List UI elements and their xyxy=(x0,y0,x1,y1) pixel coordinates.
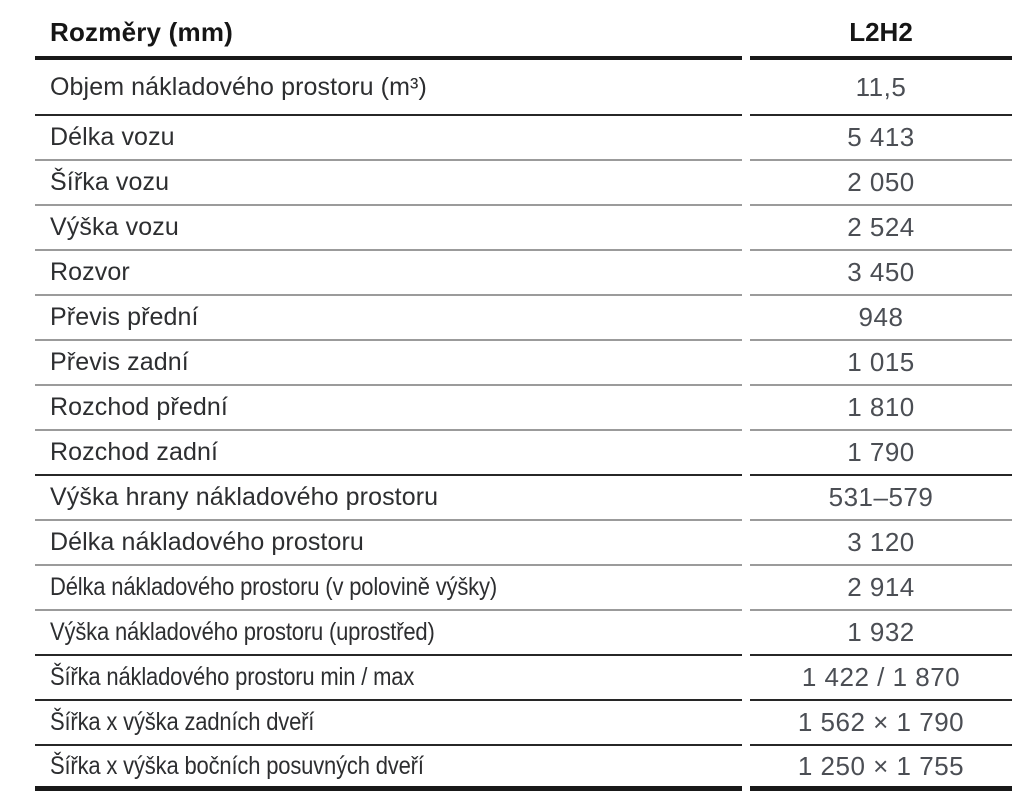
column-gap xyxy=(742,521,750,566)
row-label: Rozvor xyxy=(35,251,742,296)
column-gap xyxy=(742,746,750,791)
column-gap xyxy=(742,60,750,116)
column-header-variant: L2H2 xyxy=(750,8,1012,60)
column-gap xyxy=(742,386,750,431)
row-value: 2 050 xyxy=(750,161,1012,206)
row-label: Rozchod zadní xyxy=(35,431,742,476)
row-label: Šířka x výška bočních posuvných dveří xyxy=(35,746,742,791)
row-value: 531–579 xyxy=(750,476,1012,521)
row-value: 3 120 xyxy=(750,521,1012,566)
column-gap xyxy=(742,206,750,251)
table-row: Převis zadní 1 015 xyxy=(35,341,1012,386)
row-label: Délka nákladového prostoru xyxy=(35,521,742,566)
row-label: Šířka nákladového prostoru min / max xyxy=(35,656,742,701)
table-row: Délka nákladového prostoru 3 120 xyxy=(35,521,1012,566)
table-row: Výška vozu 2 524 xyxy=(35,206,1012,251)
column-gap xyxy=(742,431,750,476)
row-label: Rozchod přední xyxy=(35,386,742,431)
column-gap xyxy=(742,611,750,656)
column-gap xyxy=(742,656,750,701)
row-value: 1 015 xyxy=(750,341,1012,386)
row-value: 948 xyxy=(750,296,1012,341)
column-gap xyxy=(742,341,750,386)
table-row: Výška nákladového prostoru (uprostřed) 1… xyxy=(35,611,1012,656)
row-value: 5 413 xyxy=(750,116,1012,161)
row-value: 1 422 / 1 870 xyxy=(750,656,1012,701)
row-label: Šířka vozu xyxy=(35,161,742,206)
column-gap xyxy=(742,8,750,60)
column-gap xyxy=(742,296,750,341)
row-value: 1 250 × 1 755 xyxy=(750,746,1012,791)
table-row: Rozvor 3 450 xyxy=(35,251,1012,296)
row-value: 1 810 xyxy=(750,386,1012,431)
row-value: 2 914 xyxy=(750,566,1012,611)
row-value: 1 790 xyxy=(750,431,1012,476)
row-label: Převis zadní xyxy=(35,341,742,386)
column-header-dimensions: Rozměry (mm) xyxy=(35,8,742,60)
row-label: Výška vozu xyxy=(35,206,742,251)
column-header-dimensions-label: Rozměry (mm) xyxy=(50,16,233,47)
table-row: Šířka x výška bočních posuvných dveří 1 … xyxy=(35,746,1012,791)
row-label: Délka vozu xyxy=(35,116,742,161)
dimensions-table: Rozměry (mm) L2H2 Objem nákladového pros… xyxy=(35,8,1012,791)
row-label: Výška hrany nákladového prostoru xyxy=(35,476,742,521)
table-row: Převis přední 948 xyxy=(35,296,1012,341)
table-row: Rozchod zadní 1 790 xyxy=(35,431,1012,476)
table-row: Šířka vozu 2 050 xyxy=(35,161,1012,206)
row-label: Objem nákladového prostoru (m³) xyxy=(35,60,742,116)
column-gap xyxy=(742,566,750,611)
row-label: Výška nákladového prostoru (uprostřed) xyxy=(35,611,742,656)
column-header-variant-label: L2H2 xyxy=(849,16,913,47)
table-row: Rozchod přední 1 810 xyxy=(35,386,1012,431)
row-value: 1 562 × 1 790 xyxy=(750,701,1012,746)
row-label: Převis přední xyxy=(35,296,742,341)
row-value: 11,5 xyxy=(750,60,1012,116)
table-row: Délka vozu 5 413 xyxy=(35,116,1012,161)
row-value: 2 524 xyxy=(750,206,1012,251)
table-header-row: Rozměry (mm) L2H2 xyxy=(35,8,1012,60)
table-row: Šířka x výška zadních dveří 1 562 × 1 79… xyxy=(35,701,1012,746)
table-row: Objem nákladového prostoru (m³) 11,5 xyxy=(35,60,1012,116)
column-gap xyxy=(742,116,750,161)
row-label: Délka nákladového prostoru (v polovině v… xyxy=(35,566,742,611)
row-value: 1 932 xyxy=(750,611,1012,656)
column-gap xyxy=(742,701,750,746)
row-value: 3 450 xyxy=(750,251,1012,296)
column-gap xyxy=(742,476,750,521)
column-gap xyxy=(742,251,750,296)
table-row: Výška hrany nákladového prostoru 531–579 xyxy=(35,476,1012,521)
row-label: Šířka x výška zadních dveří xyxy=(35,701,742,746)
table-row: Šířka nákladového prostoru min / max 1 4… xyxy=(35,656,1012,701)
table-row: Délka nákladového prostoru (v polovině v… xyxy=(35,566,1012,611)
column-gap xyxy=(742,161,750,206)
